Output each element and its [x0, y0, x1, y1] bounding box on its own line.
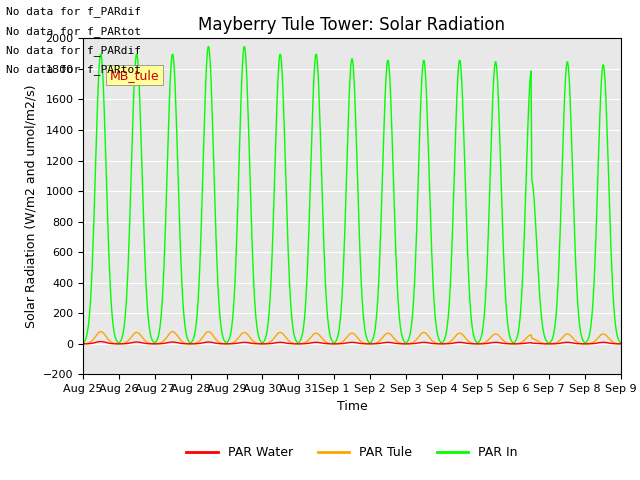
PAR In: [228, 322, 236, 327]
PAR Water: [434, 341, 442, 347]
PAR Water: [617, 341, 625, 347]
PAR Water: [200, 340, 207, 346]
Text: No data for f_PARdif: No data for f_PARdif: [6, 6, 141, 17]
Line: PAR Water: PAR Water: [83, 342, 621, 344]
Line: PAR In: PAR In: [83, 47, 621, 343]
PAR In: [145, 315, 152, 321]
PAR Tule: [434, 341, 442, 347]
PAR In: [434, 332, 442, 337]
PAR Water: [97, 339, 104, 345]
Legend: PAR Water, PAR Tule, PAR In: PAR Water, PAR Tule, PAR In: [181, 441, 523, 464]
Text: No data for f_PARtot: No data for f_PARtot: [6, 64, 141, 75]
PAR Water: [145, 341, 153, 347]
PAR In: [89, 245, 97, 251]
PAR In: [545, 340, 553, 346]
PAR Tule: [418, 330, 426, 336]
Title: Mayberry Tule Tower: Solar Radiation: Mayberry Tule Tower: Solar Radiation: [198, 16, 506, 34]
PAR Water: [89, 340, 97, 346]
Line: PAR Tule: PAR Tule: [83, 332, 621, 344]
PAR In: [199, 172, 207, 178]
PAR Tule: [200, 333, 207, 339]
PAR Tule: [145, 340, 153, 346]
PAR Water: [545, 341, 553, 347]
PAR Tule: [545, 341, 553, 347]
PAR Tule: [97, 329, 104, 335]
PAR In: [79, 340, 87, 346]
PAR Tule: [617, 341, 625, 347]
PAR Tule: [79, 341, 87, 347]
PAR Tule: [89, 337, 97, 343]
PAR In: [418, 74, 426, 80]
Text: MB_tule: MB_tule: [110, 69, 160, 82]
PAR Tule: [228, 340, 236, 346]
Text: No data for f_PARdif: No data for f_PARdif: [6, 45, 141, 56]
PAR Water: [418, 339, 426, 345]
PAR In: [204, 44, 212, 49]
PAR Water: [228, 341, 236, 347]
X-axis label: Time: Time: [337, 400, 367, 413]
PAR Water: [79, 341, 87, 347]
Text: No data for f_PARtot: No data for f_PARtot: [6, 25, 141, 36]
PAR In: [617, 340, 625, 346]
Y-axis label: Solar Radiation (W/m2 and umol/m2/s): Solar Radiation (W/m2 and umol/m2/s): [24, 84, 37, 328]
